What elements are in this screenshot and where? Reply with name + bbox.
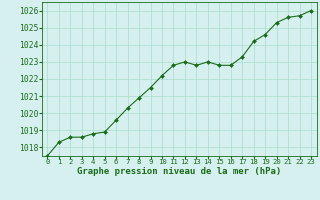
X-axis label: Graphe pression niveau de la mer (hPa): Graphe pression niveau de la mer (hPa) — [77, 167, 281, 176]
